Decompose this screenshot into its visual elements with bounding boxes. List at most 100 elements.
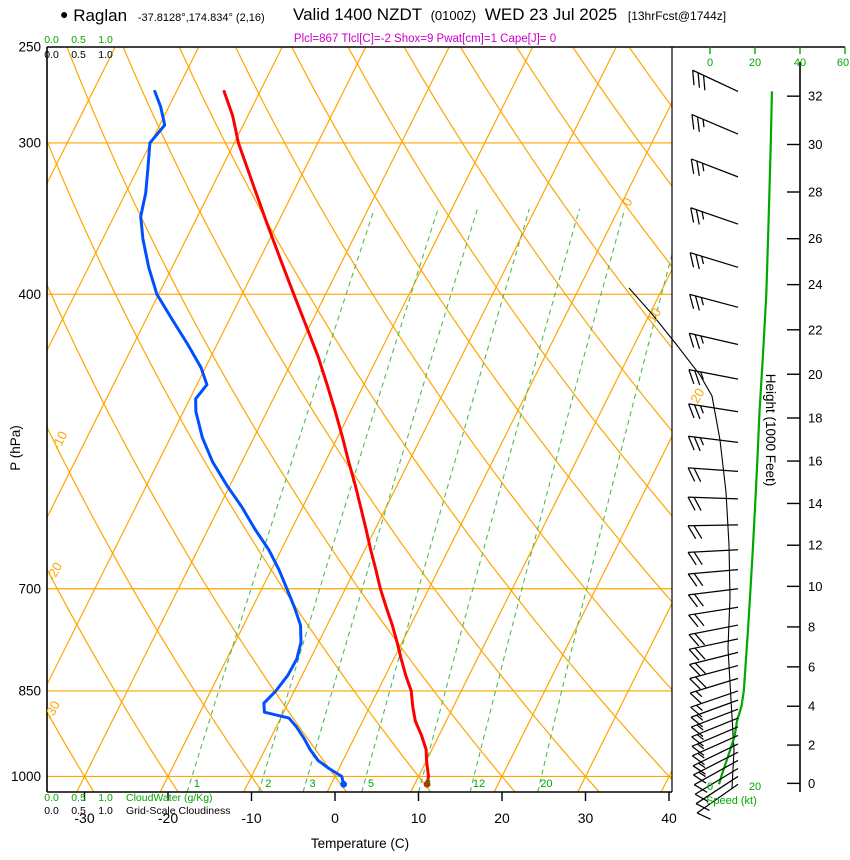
wind-barb-staff: [689, 332, 739, 346]
wind-barb-staff: [688, 638, 739, 650]
mixing-ratio-line: [186, 208, 375, 792]
speed-tick-label: 40: [794, 57, 806, 69]
pressure-tick-label: 1000: [11, 769, 41, 784]
cloudwater-tick: 1.0: [98, 34, 113, 46]
wind-barb-half: [701, 163, 705, 172]
cloudiness-tick: 0.0: [44, 805, 59, 817]
wind-barb-half: [696, 734, 704, 740]
height-tick-label: 20: [808, 367, 822, 382]
wind-barb-full: [688, 648, 700, 661]
temperature-tick-label: 40: [661, 810, 677, 826]
dry-adiabat-line: [47, 568, 179, 792]
wind-speed-curve: [717, 91, 773, 785]
mixing-ratio-label: 8: [425, 778, 431, 790]
cloudwater-legend: 0.0 0.5 1.0 CloudWater (g/Kg): [38, 792, 213, 804]
temperature-tick-label: 20: [494, 810, 510, 826]
cloudiness-scale-top: 0.0 0.5 1.0: [38, 49, 119, 61]
wind-barb-full: [694, 370, 701, 386]
mixing-ratio-line: [361, 208, 530, 792]
wind-barb-half: [700, 335, 704, 344]
isotherm-line: [577, 602, 672, 792]
wind-barb-full: [690, 726, 704, 738]
wind-barb-full: [697, 72, 701, 88]
wind-barb-full: [691, 755, 705, 766]
height-tick-label: 32: [808, 89, 822, 104]
mixing-ratio-label: 2: [265, 778, 271, 790]
wind-barb-full: [693, 496, 702, 511]
wind-barb-staff: [690, 690, 739, 708]
wind-barb-full: [689, 664, 701, 676]
mixing-ratio-label: 12: [473, 778, 485, 790]
dry-adiabat-line: [47, 425, 263, 792]
wind-barb-full: [693, 404, 701, 420]
wind-barb-half: [699, 405, 704, 414]
cloudwater-tick: 1.0: [98, 792, 113, 804]
wind-barb-staff: [689, 293, 739, 308]
wind-barb-staff: [688, 549, 739, 554]
wind-barb-full: [702, 75, 706, 91]
pressure-axis-title: P (hPa): [8, 425, 23, 471]
speed-tick-label: 60: [837, 57, 849, 69]
dry-adiabat-line: [347, 47, 672, 517]
wind-barb-full: [689, 692, 702, 704]
cloudiness-tick: 0.5: [71, 49, 86, 61]
wind-barb-full: [689, 678, 701, 690]
wind-barb-half: [698, 762, 706, 769]
wind-barb-staff: [690, 699, 739, 718]
cloudwater-scale-top: 0.0 0.5 1.0: [38, 34, 119, 46]
wind-barb-full: [694, 793, 709, 803]
wind-barb-half: [698, 771, 706, 778]
wind-barb-staff: [688, 435, 739, 444]
wind-barb-staff: [688, 496, 739, 500]
dry-adiabat-line: [47, 710, 95, 792]
isotherm-line: [159, 47, 534, 792]
height-tick-label: 24: [808, 277, 822, 292]
wind-barb-staff: [691, 158, 739, 178]
pressure-tick-label: 300: [18, 135, 41, 150]
wind-barb-staff: [689, 664, 739, 680]
wind-barb-full: [693, 774, 707, 784]
wind-barb-staff: [691, 717, 739, 738]
speed-tick-label: 0: [707, 57, 713, 69]
wind-barb-full: [688, 634, 700, 647]
temperature-curve: [222, 89, 430, 786]
temperature-tick-label: 0: [331, 810, 339, 826]
mixing-ratio-line: [469, 208, 626, 792]
isotherm-line: [47, 47, 283, 519]
wind-barb-full: [694, 334, 701, 350]
height-tick-label: 4: [808, 699, 815, 714]
speed-tick-label: 20: [749, 57, 761, 69]
cloudiness-label: Grid-Scale Cloudiness: [126, 805, 231, 817]
wind-barb-half: [697, 743, 705, 750]
wind-barb-full: [689, 252, 695, 268]
speed-tick-label-bottom: 0: [707, 781, 713, 793]
dry-adiabat-line: [403, 47, 672, 433]
cloudiness-legend: 0.0 0.5 1.0 Grid-Scale Cloudiness: [38, 805, 230, 817]
dry-adiabat-inline-label: -10: [48, 429, 70, 453]
aux-profile: [628, 287, 735, 789]
valid-time-header: Valid 1400 NZDT (0100Z) WED 23 Jul 2025 …: [293, 5, 726, 25]
valid-date: WED 23 Jul 2025: [484, 5, 618, 24]
dewpoint-curve: [139, 89, 346, 786]
height-tick-label: 8: [808, 619, 815, 634]
isotherm-inline-label: 0: [619, 195, 636, 209]
isotherm-inline-label: 20: [687, 386, 707, 406]
wind-barb-full: [691, 114, 695, 130]
station-bullet-icon: ●: [60, 6, 69, 22]
wind-barb-full: [694, 633, 706, 646]
mixing-ratio-label: 20: [540, 778, 552, 790]
isotherm-line: [47, 47, 116, 185]
wind-barb-half: [696, 724, 704, 731]
isotherm-line: [47, 47, 367, 686]
wind-barb-full: [687, 594, 698, 608]
skewt-grid: [47, 47, 672, 792]
surface-temp-dot: [423, 780, 431, 788]
wind-barb-full: [687, 436, 695, 451]
cloudwater-label: CloudWater (g/Kg): [126, 792, 213, 804]
station-header: ● Raglan -37.8128°,174.834° (2,16): [60, 6, 265, 26]
wind-barb-full: [687, 467, 696, 482]
wind-barb-staff: [692, 69, 739, 92]
wind-barb-half: [695, 690, 703, 698]
wind-barb-full: [691, 745, 705, 756]
